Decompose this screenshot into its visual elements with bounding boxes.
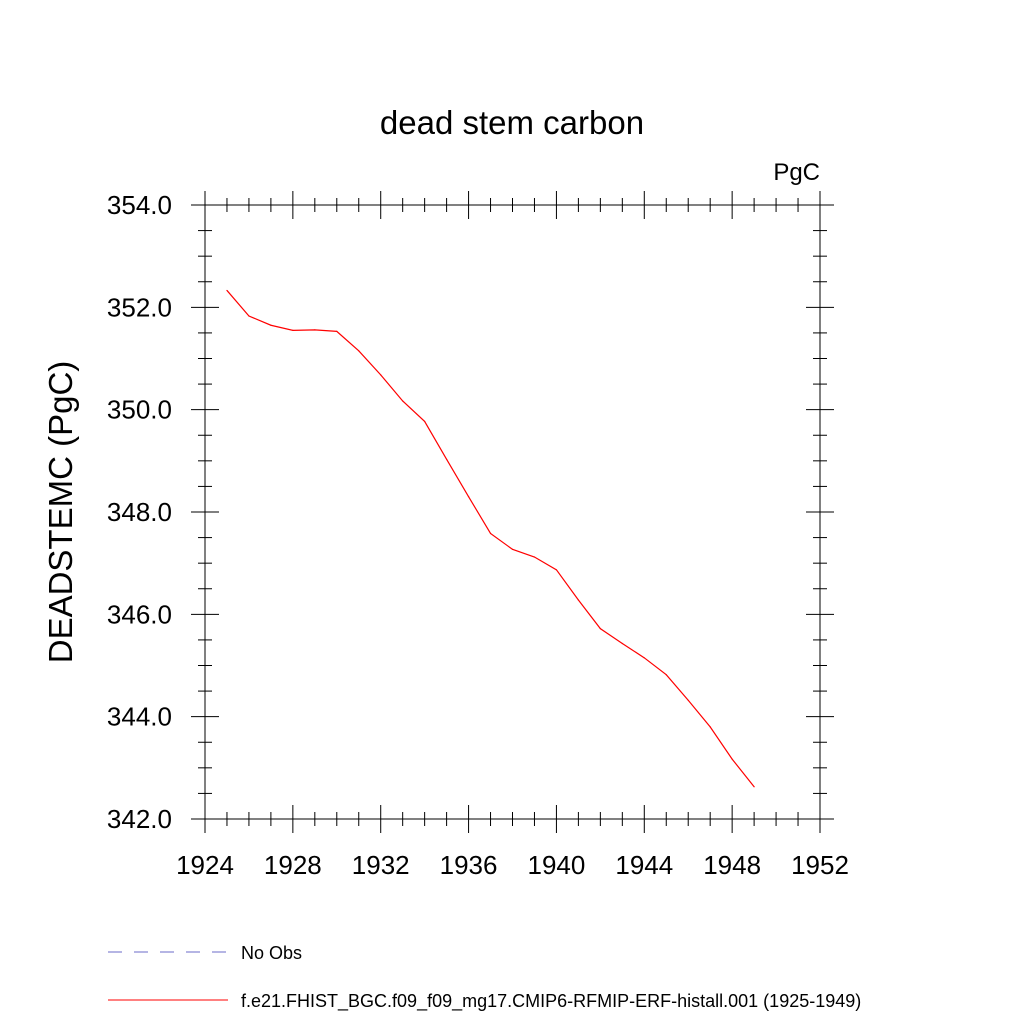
data-point: [511, 548, 514, 550]
y-tick-label: 346.0: [107, 599, 172, 629]
data-point: [358, 350, 360, 352]
data-point: [577, 599, 579, 601]
data-point: [687, 699, 689, 701]
data-point: [314, 329, 316, 331]
x-tick-label: 1948: [703, 850, 761, 880]
x-tick-label: 1944: [615, 850, 673, 880]
data-point: [424, 420, 426, 423]
data-point: [380, 374, 382, 376]
legend: No Obs f.e21.FHIST_BGC.f09_f09_mg17.CMIP6…: [108, 943, 861, 1012]
plot-area: [204, 204, 821, 820]
data-point: [709, 726, 711, 728]
y-axis: 342.0 344.0 346.0 348.0 350.0 352.0 354.0: [107, 190, 834, 834]
data-point: [402, 400, 404, 402]
x-tick-label: 1924: [176, 850, 234, 880]
data-point: [489, 532, 492, 535]
units-label: PgC: [773, 159, 820, 186]
data-point: [226, 289, 228, 292]
data-point: [621, 642, 623, 645]
data-point: [753, 786, 755, 788]
legend-label: No Obs: [241, 943, 302, 963]
data-point: [555, 569, 558, 571]
plot-frame: [204, 204, 821, 820]
data-point: [292, 329, 294, 331]
y-tick-label: 352.0: [107, 292, 172, 322]
y-tick-label: 354.0: [107, 190, 172, 220]
x-tick-label: 1940: [528, 850, 586, 880]
y-tick-label: 348.0: [107, 497, 172, 527]
data-point: [270, 324, 272, 326]
x-tick-label: 1928: [264, 850, 322, 880]
data-point: [731, 758, 733, 760]
x-tick-label: 1936: [440, 850, 498, 880]
data-point: [336, 330, 338, 332]
x-tick-label: 1952: [791, 850, 849, 880]
data-point: [665, 674, 667, 676]
data-point: [533, 556, 536, 558]
x-axis: 1924 1928 1932 1936 1940 1944 1948 1952: [176, 191, 849, 880]
y-tick-label: 344.0: [107, 702, 172, 732]
x-tick-label: 1932: [352, 850, 410, 880]
data-point: [599, 628, 601, 630]
y-tick-label: 342.0: [107, 804, 172, 834]
data-point: [248, 315, 250, 317]
chart-title: dead stem carbon: [380, 104, 644, 141]
data-point: [643, 657, 645, 659]
series-line: [226, 290, 755, 788]
y-tick-label: 350.0: [107, 395, 172, 425]
data-point: [467, 496, 470, 498]
legend-label: f.e21.FHIST_BGC.f09_f09_mg17.CMIP6-RFMIP…: [241, 991, 861, 1012]
y-axis-label: DEADSTEMC (PgC): [42, 361, 79, 664]
data-point: [446, 458, 448, 460]
